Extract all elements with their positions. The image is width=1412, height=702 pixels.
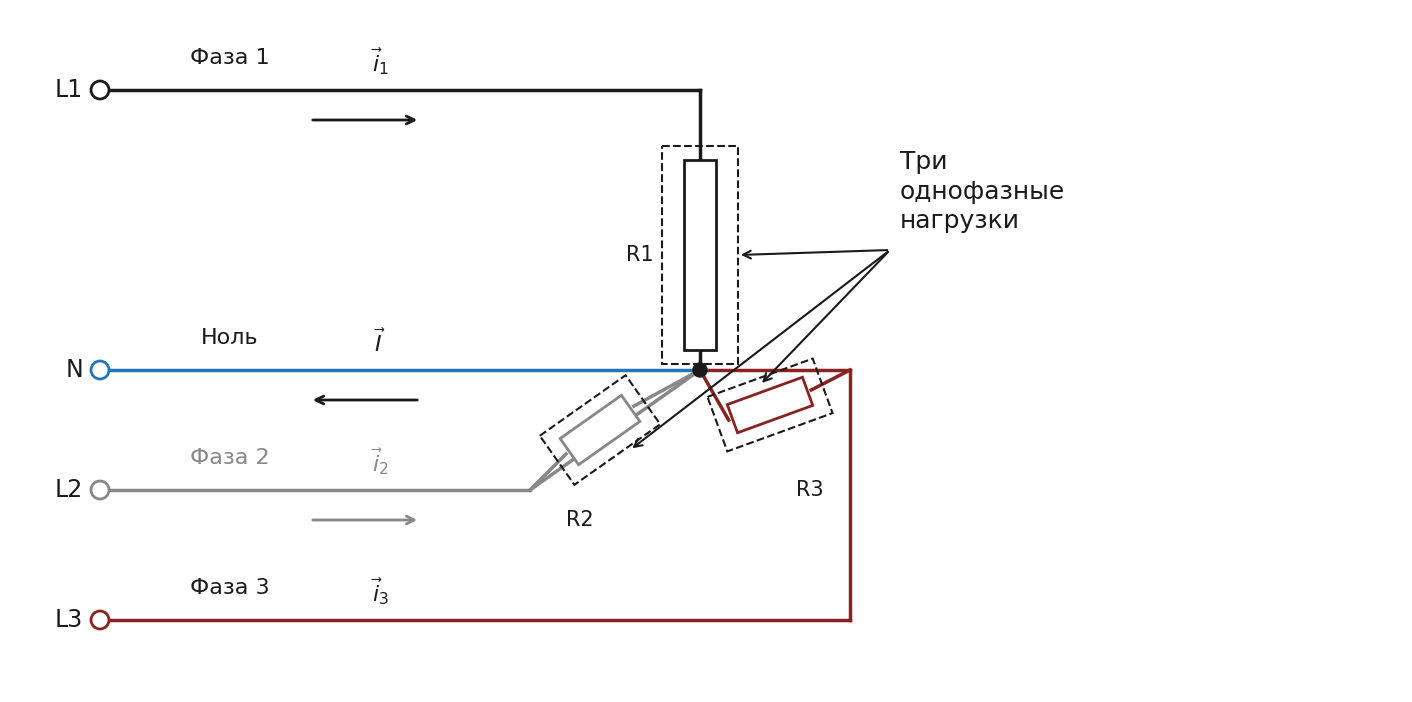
- Text: $\vec{I}$: $\vec{I}$: [374, 329, 385, 356]
- Text: Фаза 1: Фаза 1: [191, 48, 270, 68]
- Polygon shape: [561, 395, 640, 465]
- Text: Фаза 3: Фаза 3: [191, 578, 270, 598]
- Text: R2: R2: [566, 510, 594, 530]
- Text: Фаза 2: Фаза 2: [191, 448, 270, 468]
- Text: L3: L3: [55, 608, 83, 632]
- Bar: [683, 160, 716, 350]
- Text: R3: R3: [796, 480, 823, 500]
- Text: $\vec{i}_2$: $\vec{i}_2$: [371, 446, 390, 477]
- Text: L2: L2: [55, 478, 83, 502]
- Text: L1: L1: [55, 78, 83, 102]
- Circle shape: [693, 363, 707, 377]
- Text: Три
однофазные
нагрузки: Три однофазные нагрузки: [899, 150, 1065, 233]
- Circle shape: [90, 611, 109, 629]
- Circle shape: [90, 481, 109, 499]
- Text: R1: R1: [627, 245, 654, 265]
- Text: Ноль: Ноль: [201, 328, 258, 348]
- Circle shape: [90, 361, 109, 379]
- Text: $\vec{i}_3$: $\vec{i}_3$: [371, 576, 390, 607]
- Polygon shape: [727, 377, 813, 432]
- Text: N: N: [65, 358, 83, 382]
- Text: $\vec{i}_1$: $\vec{i}_1$: [371, 46, 390, 77]
- Bar: [662, 146, 738, 364]
- Circle shape: [90, 81, 109, 99]
